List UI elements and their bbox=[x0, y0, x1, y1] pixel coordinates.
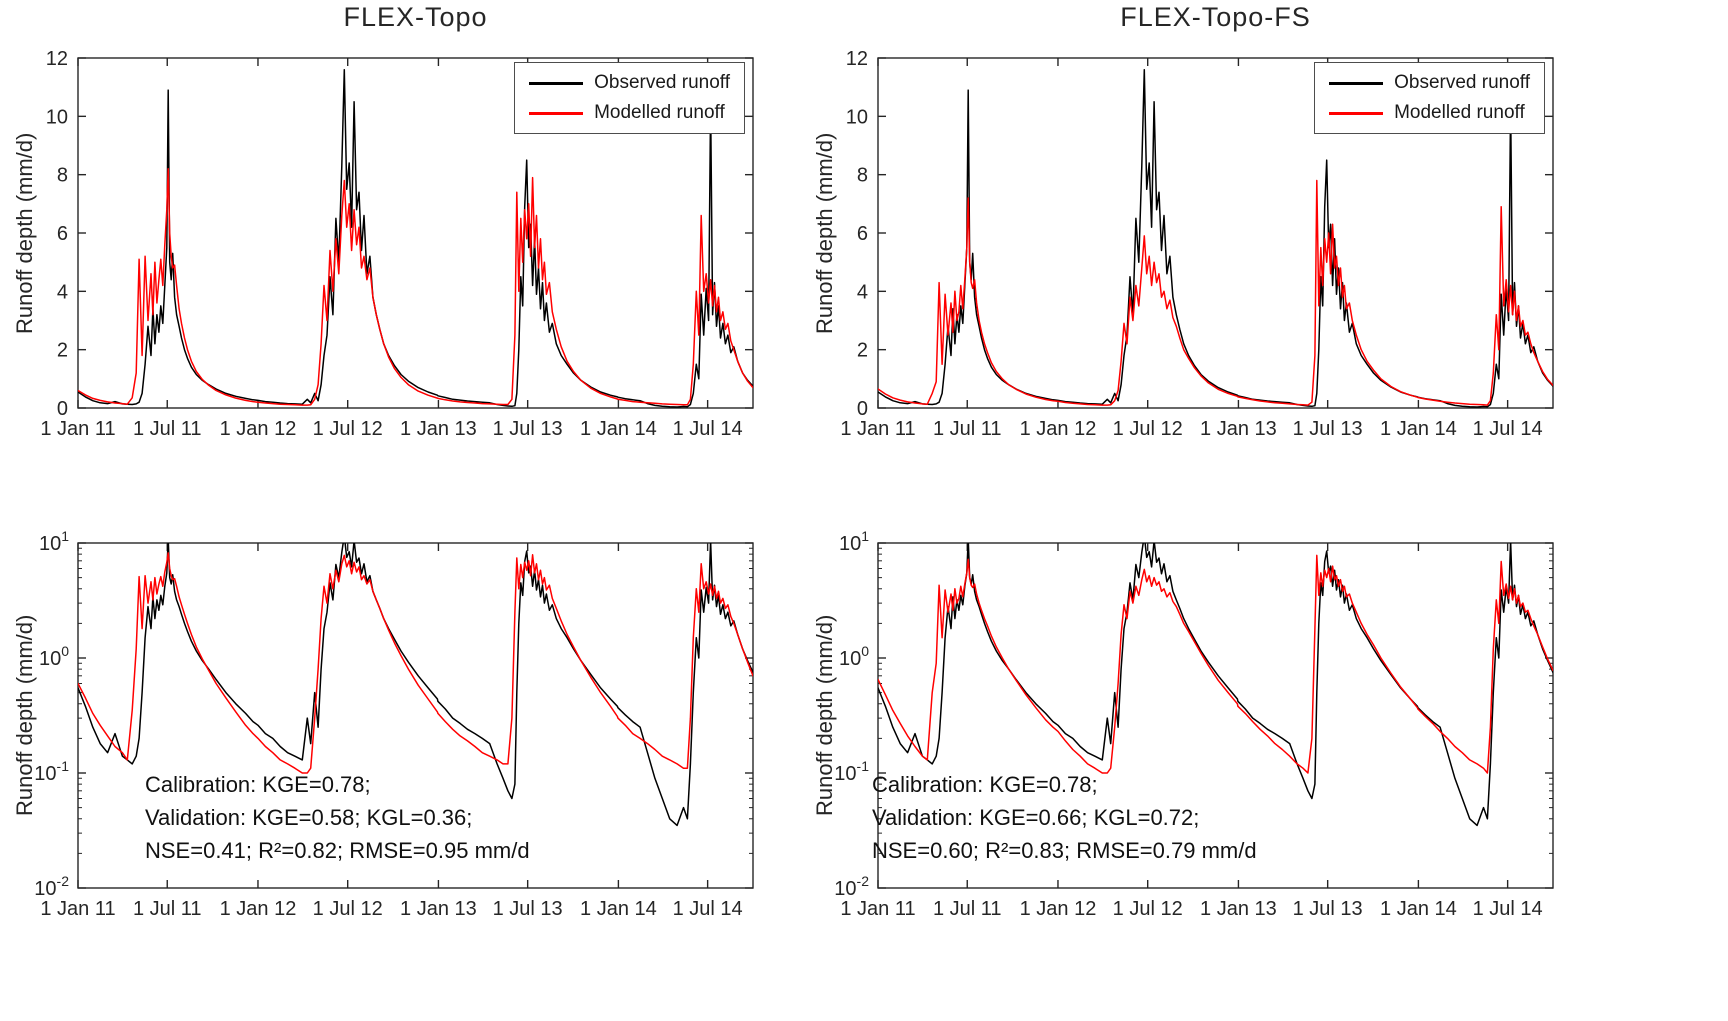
panel-flex-topo-log: Runoff depth (mm/d) 1 Jan 11 1 Jul 11 1 Ja… bbox=[0, 500, 820, 1020]
y-tick-label: 101 bbox=[39, 528, 69, 555]
observed-series-line bbox=[878, 543, 1553, 827]
legend-label-modelled: Modelled runoff bbox=[1394, 102, 1525, 123]
panel-flex-topo-linear: FLEX-Topo Runoff depth (mm/d) 1 Jan 11 1 … bbox=[0, 0, 820, 480]
y-tick-label: 8 bbox=[57, 165, 68, 187]
legend-label-modelled: Modelled runoff bbox=[594, 102, 725, 123]
x-tick-label: 1 Jan 11 bbox=[840, 418, 915, 440]
y-tick-label: 4 bbox=[857, 281, 868, 303]
y-tick-label: 12 bbox=[46, 48, 68, 70]
x-tick-label: 1 Jul 13 bbox=[493, 418, 563, 440]
y-tick-label: 10-2 bbox=[34, 873, 69, 900]
panel-title: FLEX-Topo bbox=[343, 2, 488, 32]
modelled-line-swatch bbox=[1329, 111, 1384, 115]
y-tick-label: 101 bbox=[839, 528, 869, 555]
y-tick-label: 10 bbox=[846, 106, 868, 128]
modelled_flex_topo-series-line bbox=[78, 552, 753, 774]
x-tick-label: 1 Jul 13 bbox=[1293, 898, 1363, 920]
x-tick-label: 1 Jan 14 bbox=[580, 418, 657, 440]
x-tick-label: 1 Jul 14 bbox=[673, 898, 743, 920]
y-tick-label: 10-1 bbox=[34, 758, 69, 785]
legend-item-modelled: Modelled runoff bbox=[529, 102, 730, 124]
x-tick-label: 1 Jan 13 bbox=[400, 898, 477, 920]
observed-series-line bbox=[78, 543, 753, 827]
x-tick-label: 1 Jan 11 bbox=[40, 898, 115, 920]
stats-annotation: Calibration: KGE=0.78; Validation: KGE=0… bbox=[145, 768, 530, 867]
y-tick-label: 0 bbox=[857, 398, 868, 420]
x-tick-label: 1 Jul 14 bbox=[673, 418, 743, 440]
stats-line-validation: Validation: KGE=0.66; KGL=0.72; bbox=[872, 805, 1200, 830]
panel-flex-topo-fs-log: Runoff depth (mm/d) 1 Jan 11 1 Jul 11 1 Ja… bbox=[800, 500, 1620, 1020]
x-tick-label: 1 Jan 13 bbox=[1200, 898, 1277, 920]
stats-line-metrics: NSE=0.60; R²=0.83; RMSE=0.79 mm/d bbox=[872, 838, 1257, 863]
x-tick-label: 1 Jul 11 bbox=[933, 898, 1002, 920]
x-tick-label: 1 Jul 13 bbox=[493, 898, 563, 920]
x-tick-label: 1 Jul 12 bbox=[1113, 418, 1183, 440]
panel-flex-topo-fs-linear: FLEX-Topo-FS Runoff depth (mm/d) 1 Jan 1… bbox=[800, 0, 1620, 480]
x-tick-label: 1 Jan 12 bbox=[1020, 898, 1097, 920]
observed-line-swatch bbox=[529, 81, 584, 85]
y-tick-label: 100 bbox=[839, 643, 869, 670]
observed-series-line bbox=[878, 68, 1553, 408]
x-tick-label: 1 Jan 14 bbox=[1380, 418, 1457, 440]
observed-series-line bbox=[78, 68, 753, 408]
y-tick-label: 10-1 bbox=[834, 758, 869, 785]
x-tick-label: 1 Jan 14 bbox=[1380, 898, 1457, 920]
x-tick-label: 1 Jul 14 bbox=[1473, 418, 1543, 440]
y-tick-label: 2 bbox=[57, 340, 68, 362]
legend: Observed runoff Modelled runoff bbox=[1314, 62, 1545, 134]
stats-line-calibration: Calibration: KGE=0.78; bbox=[145, 772, 371, 797]
stats-line-metrics: NSE=0.41; R²=0.82; RMSE=0.95 mm/d bbox=[145, 838, 530, 863]
x-tick-label: 1 Jan 12 bbox=[220, 898, 297, 920]
modelled_flex_topo_fs-series-line bbox=[878, 554, 1553, 774]
plot-canvas: 1 Jan 11 1 Jul 11 1 Jan 12 1 Jul 12 1 Jan 13… bbox=[834, 528, 1554, 920]
x-tick-label: 1 Jul 11 bbox=[133, 418, 202, 440]
plot-border bbox=[877, 542, 1554, 889]
x-tick-label: 1 Jan 14 bbox=[580, 898, 657, 920]
x-tick-label: 1 Jul 12 bbox=[313, 418, 383, 440]
x-tick-label: 1 Jan 12 bbox=[1020, 418, 1097, 440]
x-tick-label: 1 Jul 12 bbox=[1113, 898, 1183, 920]
x-tick-label: 1 Jul 11 bbox=[933, 418, 1002, 440]
modelled_flex_topo-series-line bbox=[78, 168, 753, 406]
x-tick-label: 1 Jan 11 bbox=[40, 418, 115, 440]
x-tick-label: 1 Jan 12 bbox=[220, 418, 297, 440]
stats-line-calibration: Calibration: KGE=0.78; bbox=[872, 772, 1098, 797]
plot-canvas: 1 Jan 11 1 Jul 11 1 Jan 12 1 Jul 12 1 Jan 13… bbox=[34, 528, 754, 920]
modelled-line-swatch bbox=[529, 111, 584, 115]
legend-label-observed: Observed runoff bbox=[594, 72, 730, 93]
legend-item-observed: Observed runoff bbox=[1329, 72, 1530, 94]
plot-border bbox=[77, 542, 754, 889]
stats-annotation: Calibration: KGE=0.78; Validation: KGE=0… bbox=[872, 768, 1257, 867]
legend-label-observed: Observed runoff bbox=[1394, 72, 1530, 93]
y-tick-label: 6 bbox=[857, 223, 868, 245]
y-tick-label: 10-2 bbox=[834, 873, 869, 900]
legend-item-modelled: Modelled runoff bbox=[1329, 102, 1530, 124]
y-tick-label: 10 bbox=[46, 106, 68, 128]
y-tick-label: 6 bbox=[57, 223, 68, 245]
x-tick-label: 1 Jan 11 bbox=[840, 898, 915, 920]
legend-item-observed: Observed runoff bbox=[529, 72, 730, 94]
legend: Observed runoff Modelled runoff bbox=[514, 62, 745, 134]
panel-title: FLEX-Topo-FS bbox=[1120, 2, 1311, 32]
y-tick-label: 8 bbox=[857, 165, 868, 187]
x-tick-label: 1 Jan 13 bbox=[400, 418, 477, 440]
x-tick-label: 1 Jul 14 bbox=[1473, 898, 1543, 920]
y-tick-label: 12 bbox=[846, 48, 868, 70]
y-tick-label: 0 bbox=[57, 398, 68, 420]
y-tick-label: 4 bbox=[57, 281, 68, 303]
observed-line-swatch bbox=[1329, 81, 1384, 85]
y-tick-label: 2 bbox=[857, 340, 868, 362]
stats-line-validation: Validation: KGE=0.58; KGL=0.36; bbox=[145, 805, 473, 830]
modelled_flex_topo_fs-series-line bbox=[878, 179, 1553, 406]
y-tick-label: 100 bbox=[39, 643, 69, 670]
x-tick-label: 1 Jul 12 bbox=[313, 898, 383, 920]
x-tick-label: 1 Jul 13 bbox=[1293, 418, 1363, 440]
x-tick-label: 1 Jul 11 bbox=[133, 898, 202, 920]
x-tick-label: 1 Jan 13 bbox=[1200, 418, 1277, 440]
